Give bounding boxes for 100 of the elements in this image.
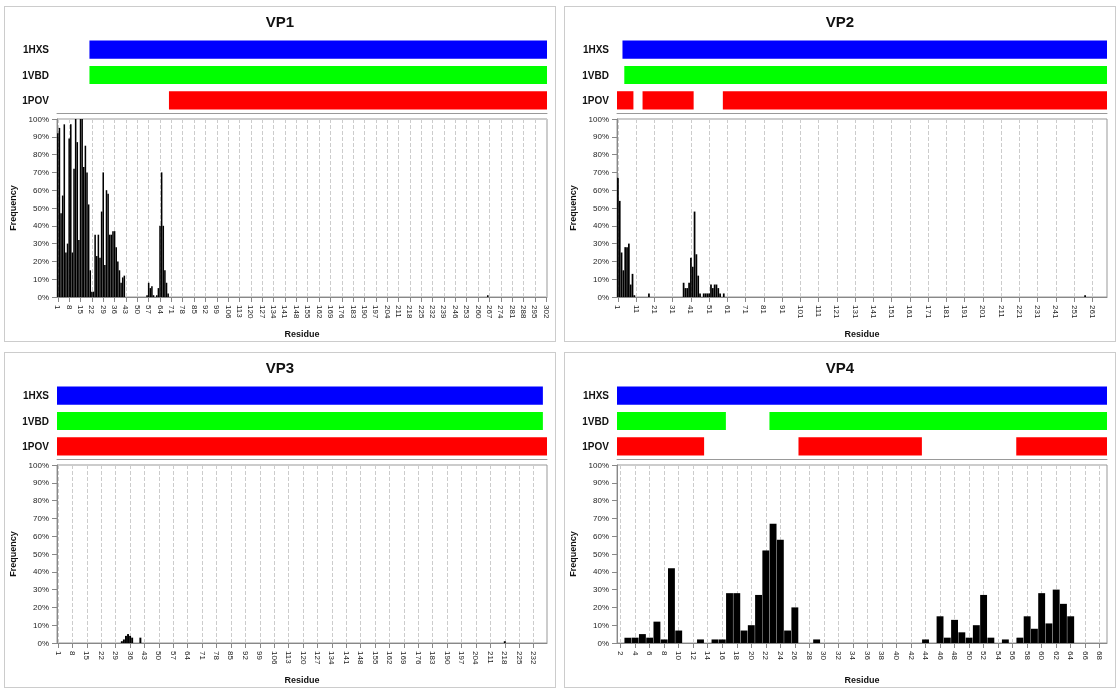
y-tick-label: 20%	[592, 602, 609, 612]
x-tick-label: 44	[921, 651, 931, 661]
x-tick-label: 295	[530, 305, 540, 319]
y-tick-label: 20%	[32, 602, 49, 612]
y-tick-label: 50%	[32, 549, 49, 559]
x-tick-label: 176	[337, 305, 347, 319]
x-tick-label: 281	[507, 305, 517, 319]
chart-title: VP4	[825, 359, 855, 376]
x-tick-label: 85	[189, 305, 199, 315]
x-tick-label: 183	[348, 305, 358, 319]
x-tick-label: 42	[906, 651, 916, 661]
x-tick-label: 58	[1022, 651, 1032, 661]
x-tick-label: 43	[140, 651, 149, 661]
x-tick-label: 4	[630, 651, 640, 656]
x-tick-label: 155	[370, 651, 380, 665]
x-tick-label: 127	[257, 305, 267, 319]
x-tick-label: 274	[496, 305, 506, 319]
x-tick-label: 121	[832, 305, 842, 319]
x-tick-label: 1	[613, 305, 623, 310]
x-tick-label: 36	[110, 305, 120, 315]
x-tick-label: 40	[891, 651, 901, 661]
x-tick-label: 246	[450, 305, 460, 319]
y-tick-label: 0%	[597, 638, 609, 648]
y-tick-label: 30%	[32, 585, 49, 595]
x-tick-label: 191	[960, 305, 970, 319]
y-tick-label: 0%	[37, 638, 49, 648]
x-tick-label: 50	[964, 651, 974, 661]
y-tick-label: 1HXS	[22, 44, 50, 56]
x-tick-label: 211	[996, 305, 1006, 319]
x-tick-label: 21	[649, 305, 659, 315]
x-tick-label: 8	[64, 305, 74, 310]
y-axis-title: Frequency	[568, 185, 579, 231]
x-tick-label: 56	[1008, 651, 1018, 661]
x-tick-label: 10	[674, 651, 684, 661]
x-tick-label: 190	[359, 305, 369, 319]
x-tick-label: 36	[862, 651, 872, 661]
y-tick-label: 1POV	[582, 440, 610, 452]
x-tick-label: 181	[941, 305, 951, 319]
x-tick-label: 288	[518, 305, 528, 319]
x-tick-label: 127	[312, 651, 322, 665]
x-tick-label: 169	[399, 651, 409, 665]
x-tick-label: 71	[197, 651, 207, 661]
y-tick-label: 100%	[28, 460, 49, 470]
x-tick-label: 48	[950, 651, 960, 661]
x-tick-label: 68	[1095, 651, 1105, 661]
x-tick-label: 71	[166, 305, 176, 315]
x-axis-title: Residue	[284, 674, 320, 685]
x-tick-label: 218	[500, 651, 510, 665]
x-tick-label: 43	[121, 305, 131, 315]
x-tick-label: 20	[746, 651, 756, 661]
y-tick-label: 20%	[32, 256, 49, 266]
y-tick-label: 80%	[32, 496, 49, 506]
x-tick-label: 155	[303, 305, 313, 319]
y-axis-title: Frequency	[8, 531, 19, 577]
y-tick-label: 1HXS	[22, 390, 50, 402]
y-tick-label: 70%	[592, 167, 609, 177]
x-tick-label: 57	[168, 651, 178, 661]
x-tick-label: 225	[514, 651, 524, 665]
x-tick-label: 71	[741, 305, 751, 315]
y-tick-label: 10%	[592, 274, 609, 284]
y-tick-label: 1POV	[22, 440, 50, 452]
x-tick-label: 11	[631, 305, 641, 314]
x-tick-label: 161	[905, 305, 915, 319]
y-tick-label: 90%	[592, 132, 609, 142]
x-tick-label: 261	[1087, 305, 1097, 319]
x-tick-label: 28	[804, 651, 814, 661]
x-axis-title: Residue	[844, 674, 880, 685]
x-tick-label: 204	[471, 651, 481, 665]
x-tick-label: 92	[240, 651, 250, 661]
y-tick-label: 70%	[592, 513, 609, 523]
x-tick-label: 162	[385, 651, 394, 665]
x-tick-label: 22	[761, 651, 771, 661]
y-tick-label: 80%	[592, 496, 609, 506]
y-tick-label: 80%	[592, 150, 609, 160]
y-axis-title: Frequency	[568, 531, 579, 577]
x-tick-label: 141	[280, 305, 290, 319]
y-tick-label: 70%	[32, 167, 49, 177]
y-tick-label: 60%	[592, 185, 609, 195]
x-tick-label: 24	[775, 651, 785, 661]
x-tick-label: 190	[442, 651, 452, 665]
x-tick-label: 218	[405, 305, 415, 319]
x-tick-label: 91	[777, 305, 787, 315]
y-tick-label: 30%	[592, 585, 609, 595]
y-tick-label: 40%	[592, 221, 609, 231]
x-tick-label: 46	[935, 651, 945, 661]
x-tick-label: 302	[541, 305, 551, 319]
x-tick-label: 41	[686, 305, 696, 315]
x-tick-label: 66	[1080, 651, 1090, 661]
x-tick-label: 204	[382, 305, 392, 319]
x-tick-label: 106	[223, 305, 233, 319]
x-tick-label: 1	[53, 305, 63, 310]
y-tick-label: 10%	[32, 274, 49, 284]
x-tick-label: 64	[1066, 651, 1076, 661]
x-tick-label: 99	[255, 651, 265, 661]
x-tick-label: 92	[200, 305, 210, 315]
x-tick-label: 120	[246, 305, 256, 319]
y-tick-label: 50%	[592, 203, 609, 213]
x-tick-label: 26	[790, 651, 800, 661]
x-tick-label: 8	[659, 651, 669, 656]
x-tick-label: 57	[144, 305, 154, 315]
